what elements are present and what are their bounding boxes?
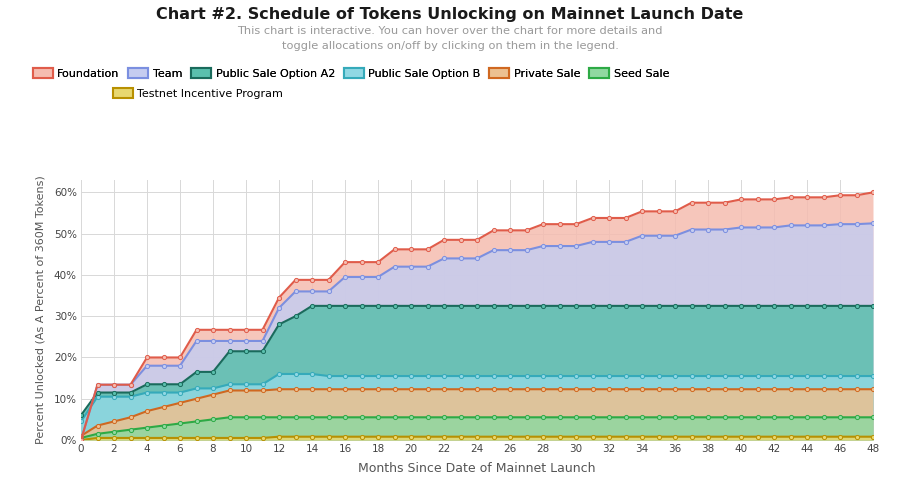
Legend: Foundation, Team, Public Sale Option A2, Public Sale Option B, Private Sale, See: Foundation, Team, Public Sale Option A2,… xyxy=(32,68,670,79)
X-axis label: Months Since Date of Mainnet Launch: Months Since Date of Mainnet Launch xyxy=(358,462,596,475)
Text: Chart #2. Schedule of Tokens Unlocking on Mainnet Launch Date: Chart #2. Schedule of Tokens Unlocking o… xyxy=(157,8,743,22)
Y-axis label: Percent Unlocked (As A Percent of 360M Tokens): Percent Unlocked (As A Percent of 360M T… xyxy=(35,176,46,444)
Legend: Testnet Incentive Program: Testnet Incentive Program xyxy=(112,88,284,99)
Text: This chart is interactive. You can hover over the chart for more details and
tog: This chart is interactive. You can hover… xyxy=(238,26,662,51)
